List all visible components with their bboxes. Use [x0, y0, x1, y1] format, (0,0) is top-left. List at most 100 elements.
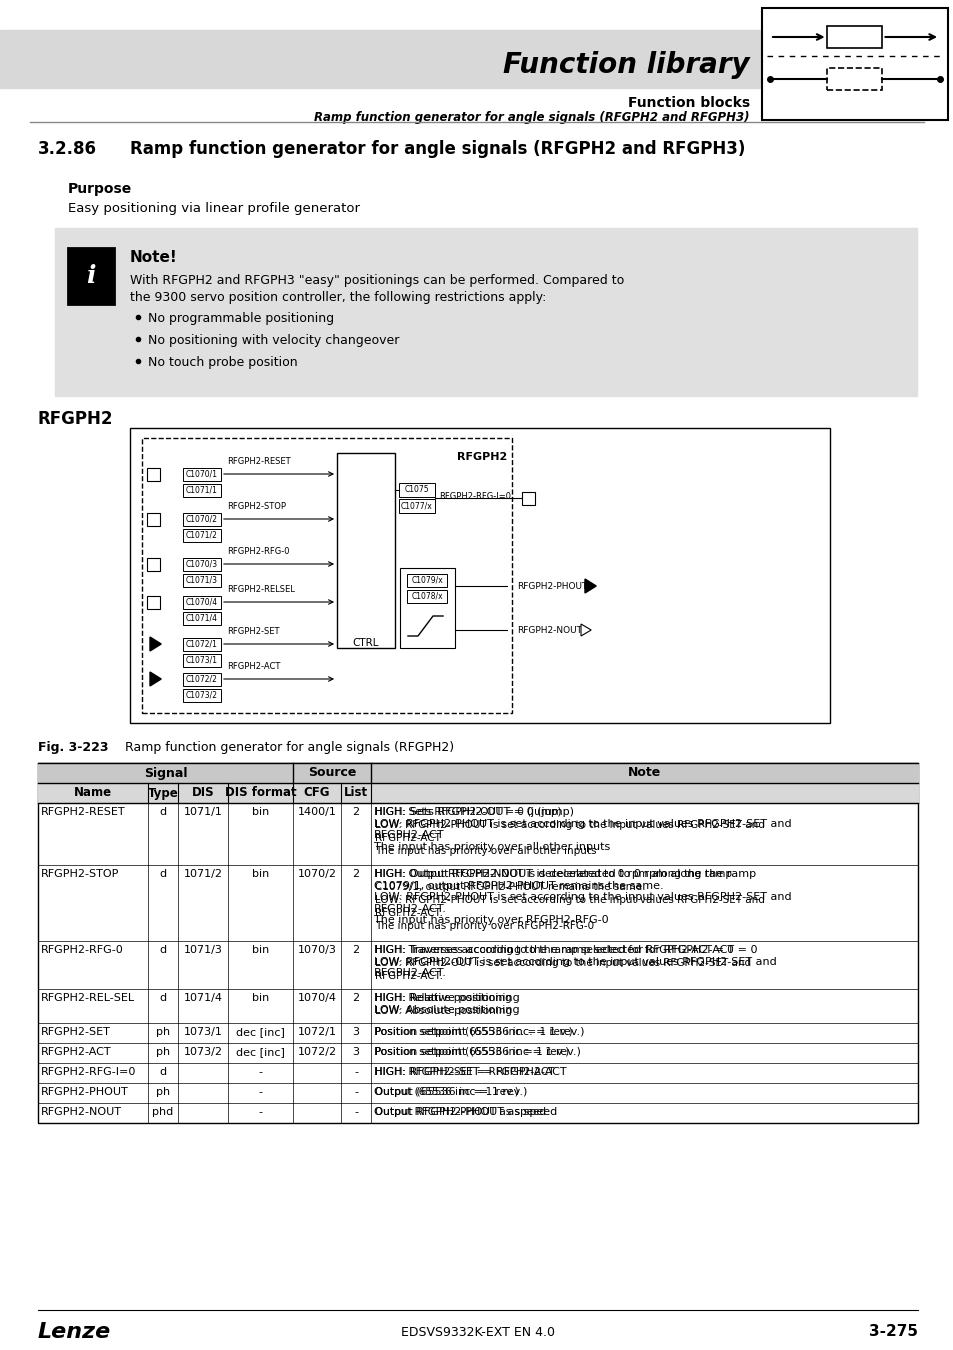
Text: 1072/1: 1072/1	[297, 1027, 336, 1037]
Text: Lenze: Lenze	[38, 1322, 112, 1342]
Polygon shape	[584, 579, 596, 593]
Text: C1079/x: C1079/x	[411, 575, 443, 585]
Bar	[55, 228, 916, 396]
Text: RFGPH2-ACT: RFGPH2-ACT	[41, 1048, 112, 1057]
Text: RFGPH2: RFGPH2	[456, 452, 506, 462]
Bar	[142, 437, 512, 713]
Text: 2: 2	[352, 869, 359, 879]
Text: HIGH: Relative positioning: HIGH: Relative positioning	[375, 994, 511, 1003]
Text: RFGPH2-REL-SEL: RFGPH2-REL-SEL	[41, 994, 135, 1003]
Text: 1071/2: 1071/2	[183, 869, 222, 879]
Polygon shape	[150, 672, 161, 686]
Text: C1077/x: C1077/x	[400, 501, 433, 510]
Text: RFGPH2-ACT.: RFGPH2-ACT.	[375, 909, 442, 918]
Text: Position setpoint (65536 inc = 1 rev.): Position setpoint (65536 inc = 1 rev.)	[374, 1048, 580, 1057]
Text: Name: Name	[74, 787, 112, 799]
Text: Fig. 3-223: Fig. 3-223	[38, 741, 109, 755]
Text: List: List	[344, 787, 368, 799]
Text: the 9300 servo position controller, the following restrictions apply:: the 9300 servo position controller, the …	[130, 292, 546, 304]
Text: 1070/4: 1070/4	[297, 994, 336, 1003]
Text: Ramp function generator for angle signals (RFGPH2): Ramp function generator for angle signal…	[125, 741, 454, 755]
Text: C1073/2: C1073/2	[186, 690, 218, 699]
Text: -: -	[258, 1107, 262, 1116]
Text: RFGPH2-PHOUT: RFGPH2-PHOUT	[517, 582, 587, 591]
Text: Output RFGPH2-PHOUT as speed: Output RFGPH2-PHOUT as speed	[375, 1107, 545, 1116]
Text: ph: ph	[155, 1027, 170, 1037]
Bar	[38, 783, 917, 803]
Text: bin: bin	[252, 945, 269, 954]
Text: CTRL: CTRL	[353, 639, 379, 648]
Text: 1071/3: 1071/3	[183, 945, 222, 954]
Text: CFG: CFG	[303, 787, 330, 799]
Text: RFGPH2-SET: RFGPH2-SET	[227, 626, 279, 636]
Text: i: i	[86, 265, 95, 288]
Text: No programmable positioning: No programmable positioning	[148, 312, 334, 325]
Text: RFGPH2-RFG-I=0: RFGPH2-RFG-I=0	[438, 491, 511, 501]
Text: Type: Type	[148, 787, 178, 799]
Text: HIGH: RFGPH2-SET = RFGPH2-ACT: HIGH: RFGPH2-SET = RFGPH2-ACT	[375, 1066, 554, 1077]
Bar	[147, 558, 160, 571]
Bar	[336, 454, 395, 648]
Text: HIGH: Sets RFGPH2-OUT = 0 (jump)
LOW: RFGPH2-PHOUT is set according to the input: HIGH: Sets RFGPH2-OUT = 0 (jump) LOW: RF…	[374, 807, 791, 852]
Text: LOW: RFGPH2-OUT is set according to the input values RFGPH2-SET and: LOW: RFGPH2-OUT is set according to the …	[375, 958, 750, 968]
Text: Position setpoint (65536 inc. = 1 rev.): Position setpoint (65536 inc. = 1 rev.)	[374, 1027, 584, 1037]
Bar	[0, 30, 760, 88]
Text: C1071/3: C1071/3	[186, 575, 218, 585]
Text: RFGPH2-NOUT: RFGPH2-NOUT	[517, 626, 581, 634]
Text: RFGPH2-STOP: RFGPH2-STOP	[41, 869, 119, 879]
Bar	[398, 500, 435, 513]
Text: C1070/1: C1070/1	[186, 470, 218, 478]
Text: 3: 3	[352, 1027, 359, 1037]
Bar	[183, 688, 221, 702]
Bar	[183, 513, 221, 525]
Bar	[183, 467, 221, 481]
Text: d: d	[159, 807, 167, 817]
Text: dec [inc]: dec [inc]	[235, 1048, 285, 1057]
Text: Function library: Function library	[503, 51, 749, 80]
Bar	[183, 637, 221, 651]
Bar	[407, 590, 447, 602]
Text: -: -	[354, 1107, 357, 1116]
Text: phd: phd	[152, 1107, 173, 1116]
Text: Position setpoint (65536 inc = 1 rev.): Position setpoint (65536 inc = 1 rev.)	[375, 1048, 569, 1057]
Bar	[521, 491, 535, 505]
Bar	[761, 8, 947, 120]
Bar	[398, 483, 435, 497]
Text: C1073/1: C1073/1	[186, 656, 218, 664]
Text: LOW: Absolute positioning: LOW: Absolute positioning	[375, 1006, 512, 1017]
Text: No positioning with velocity changeover: No positioning with velocity changeover	[148, 333, 399, 347]
Bar	[147, 513, 160, 526]
Text: With RFGPH2 and RFGPH3 "easy" positionings can be performed. Compared to: With RFGPH2 and RFGPH3 "easy" positionin…	[130, 274, 623, 288]
Text: Output (65536 inc = 1 rev.): Output (65536 inc = 1 rev.)	[375, 1087, 518, 1098]
Text: RFGPH2-PHOUT: RFGPH2-PHOUT	[41, 1087, 129, 1098]
Bar	[183, 612, 221, 625]
Text: C1070/2: C1070/2	[186, 514, 218, 524]
Text: The input has priority over RFGPH2-RFG-0: The input has priority over RFGPH2-RFG-0	[375, 921, 594, 931]
Text: HIGH: Sets RFGPH2-OUT = 0 (jump): HIGH: Sets RFGPH2-OUT = 0 (jump)	[375, 807, 561, 817]
Bar	[147, 595, 160, 609]
Text: RFGPH2-ACT.: RFGPH2-ACT.	[375, 971, 442, 981]
Text: 2: 2	[352, 994, 359, 1003]
Bar	[826, 26, 882, 49]
Bar	[147, 468, 160, 481]
Text: RFGPH2-RFG-0: RFGPH2-RFG-0	[227, 547, 289, 556]
Text: HIGH: Traverses according to the ramp selected for RFGPH2-ACT = 0
LOW: RFGPH2-OU: HIGH: Traverses according to the ramp se…	[374, 945, 776, 979]
Text: HIGH: RFGPH2-SET = RFGPH2-ACT: HIGH: RFGPH2-SET = RFGPH2-ACT	[374, 1066, 566, 1077]
Text: 1400/1: 1400/1	[297, 807, 336, 817]
Text: HIGH: Output RFGPH2-NOUT is decelerated to 0 rpm along the ramp: HIGH: Output RFGPH2-NOUT is decelerated …	[375, 869, 731, 879]
Text: d: d	[159, 869, 167, 879]
Text: ph: ph	[155, 1087, 170, 1098]
Text: 1073/2: 1073/2	[183, 1048, 222, 1057]
Text: 3-275: 3-275	[868, 1324, 917, 1339]
Text: RFGPH2-NOUT: RFGPH2-NOUT	[41, 1107, 122, 1116]
Text: RFGPH2-RFG-0: RFGPH2-RFG-0	[41, 945, 124, 954]
Text: Ramp function generator for angle signals (RFGPH2 and RFGPH3): Ramp function generator for angle signal…	[314, 112, 749, 124]
Text: C1072/2: C1072/2	[186, 675, 217, 683]
Text: Ramp function generator for angle signals (RFGPH2 and RFGPH3): Ramp function generator for angle signal…	[130, 140, 744, 158]
Text: -: -	[354, 1087, 357, 1098]
Text: No touch probe position: No touch probe position	[148, 356, 297, 369]
Text: 2: 2	[352, 945, 359, 954]
Bar	[183, 595, 221, 609]
Text: HIGH: Traverses according to the ramp selected for RFGPH2-ACT = 0: HIGH: Traverses according to the ramp se…	[375, 945, 733, 954]
Bar	[183, 574, 221, 586]
